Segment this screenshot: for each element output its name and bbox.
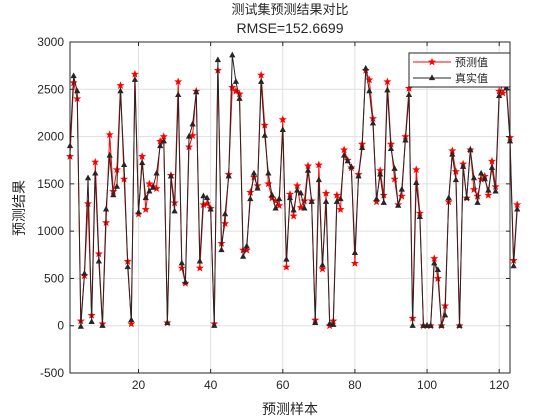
x-axis-label: 预测样本 <box>262 402 318 418</box>
y-tick-label: 2500 <box>37 82 64 96</box>
x-tick-label: 120 <box>489 378 509 392</box>
y-tick-label: 2000 <box>37 130 64 144</box>
x-tick-label: 80 <box>348 378 362 392</box>
chart-title: 测试集预测结果对比 <box>231 2 348 18</box>
x-tick-label: 20 <box>132 378 146 392</box>
y-tick-label: 0 <box>57 319 64 333</box>
y-tick-label: 3000 <box>37 35 64 49</box>
x-tick-label: 40 <box>204 378 218 392</box>
y-tick-label: 1000 <box>37 224 64 238</box>
x-tick-label: 100 <box>417 378 437 392</box>
legend-label-predicted: 预测值 <box>455 56 488 69</box>
x-tick-label: 60 <box>276 378 290 392</box>
chart-subtitle: RMSE=152.6699 <box>236 20 343 36</box>
y-tick-label: -500 <box>40 366 64 380</box>
y-tick-label: 500 <box>44 271 64 285</box>
legend-label-actual: 真实值 <box>455 71 488 85</box>
chart-legend: 预测值 真实值 <box>409 53 510 87</box>
y-axis-label: 预测结果 <box>12 180 28 236</box>
y-tick-label: 1500 <box>37 177 64 191</box>
